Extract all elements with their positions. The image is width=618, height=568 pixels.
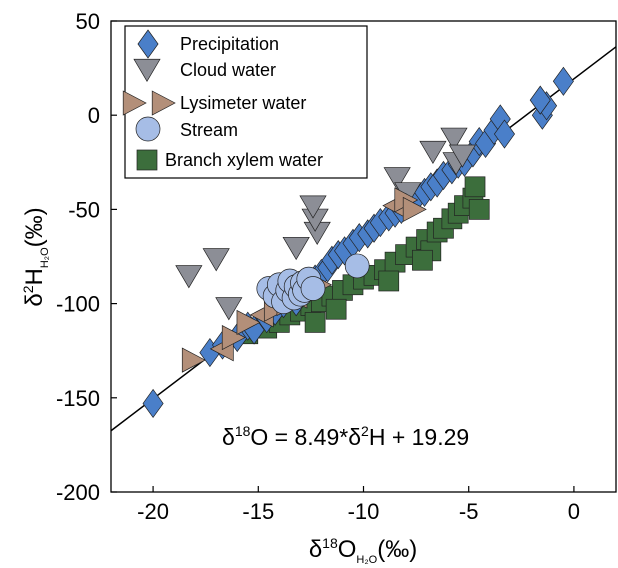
legend-label-stream: Stream (180, 120, 238, 140)
cloud-water-point (383, 167, 411, 191)
precipitation-point (493, 119, 515, 149)
lysimeter-water-point (181, 347, 206, 373)
cloud-water-point (299, 195, 327, 219)
cloud-water-point (215, 297, 243, 321)
lysimeter-water-point (221, 324, 246, 351)
series-stream (256, 253, 370, 315)
legend-marker-precipitation (137, 29, 159, 59)
branch-xylem-water-point (304, 312, 326, 333)
equation-prefix: δ (222, 424, 235, 450)
branch-xylem-water-point (468, 199, 490, 220)
lysimeter-water-point (236, 309, 261, 336)
cloud-water-point (175, 265, 203, 289)
series-cloud-water (175, 127, 477, 321)
y-tick-label: 50 (76, 9, 100, 34)
equation-suffix: H + 19.29 (369, 424, 469, 450)
lysimeter-water-point (402, 196, 427, 222)
legend-marker-lysimeter-water (151, 90, 176, 116)
y-tick-label: -100 (56, 292, 100, 317)
y-tick-label: -200 (56, 480, 100, 505)
legend: Precipitation Cloud water Lysimeter water S… (122, 25, 368, 179)
y-tick-label: -50 (68, 197, 100, 222)
x-axis-label: δ18OH₂O(‰) (309, 535, 417, 566)
branch-xylem-water-point (464, 176, 486, 198)
cloud-water-point (419, 140, 447, 165)
y-axis-label-sup: 2 (20, 285, 36, 293)
y-axis-label: δ2HH₂O(‰) (20, 207, 51, 306)
stream-point (344, 253, 370, 279)
y-axis-label-unit: (‰) (21, 207, 48, 247)
x-tick-label: -5 (459, 499, 479, 524)
branch-xylem-water-point (378, 270, 400, 292)
x-axis-label-sup: 18 (322, 535, 338, 551)
legend-label-branch-xylem-water: Branch xylem water (165, 150, 323, 170)
precipitation-point (529, 85, 551, 115)
equation-sup2: 2 (361, 423, 369, 439)
y-tick-label: 0 (88, 103, 100, 128)
branch-xylem-water-point (325, 298, 347, 320)
cloud-water-point (448, 144, 477, 168)
precipitation-point (552, 66, 574, 96)
cloud-water-point (440, 127, 468, 151)
legend-marker-lysimeter-water (122, 90, 147, 116)
x-axis-label-base: O (338, 536, 357, 563)
legend-marker-branch-xylem-water (136, 149, 158, 171)
legend-label-cloud-water: Cloud water (180, 60, 276, 80)
equation-mid: O = 8.49*δ (250, 424, 361, 450)
x-tick-label: -10 (348, 499, 380, 524)
legend-label-lysimeter-water: Lysimeter water (180, 93, 306, 113)
x-tick-label: -20 (137, 499, 169, 524)
x-axis-label-sub: H₂O (356, 554, 377, 566)
y-axis-label-base: H (21, 268, 48, 285)
cloud-water-point (282, 236, 310, 261)
legend-label-precipitation: Precipitation (180, 34, 279, 54)
y-axis-label-prefix: δ (21, 293, 48, 306)
equation-sup1: 18 (235, 423, 251, 439)
x-tick-label: 0 (568, 499, 580, 524)
legend-marker-cloud-water (133, 58, 161, 83)
x-tick-label: -15 (242, 499, 274, 524)
precipitation-point (142, 388, 164, 419)
y-axis-label-sub: H₂O (39, 247, 51, 268)
x-axis-label-prefix: δ (309, 536, 322, 563)
x-axis-label-unit: (‰) (377, 536, 417, 563)
legend-marker-stream (135, 116, 161, 142)
branch-xylem-water-point (412, 249, 433, 271)
y-tick-label: -150 (56, 386, 100, 411)
stream-point (300, 276, 326, 301)
regression-equation: δ18O = 8.49*δ2H + 19.29 (222, 423, 469, 450)
cloud-water-point (202, 248, 230, 272)
